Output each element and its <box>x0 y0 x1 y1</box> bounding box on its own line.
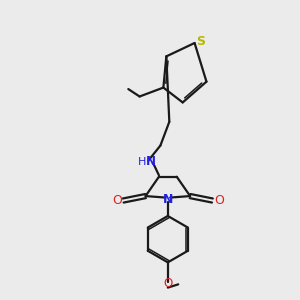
Text: N: N <box>146 155 156 168</box>
Text: H: H <box>138 157 146 167</box>
Text: N: N <box>163 193 173 206</box>
Text: S: S <box>196 35 206 48</box>
Text: O: O <box>163 277 172 290</box>
Text: O: O <box>214 194 224 207</box>
Text: O: O <box>112 194 122 207</box>
